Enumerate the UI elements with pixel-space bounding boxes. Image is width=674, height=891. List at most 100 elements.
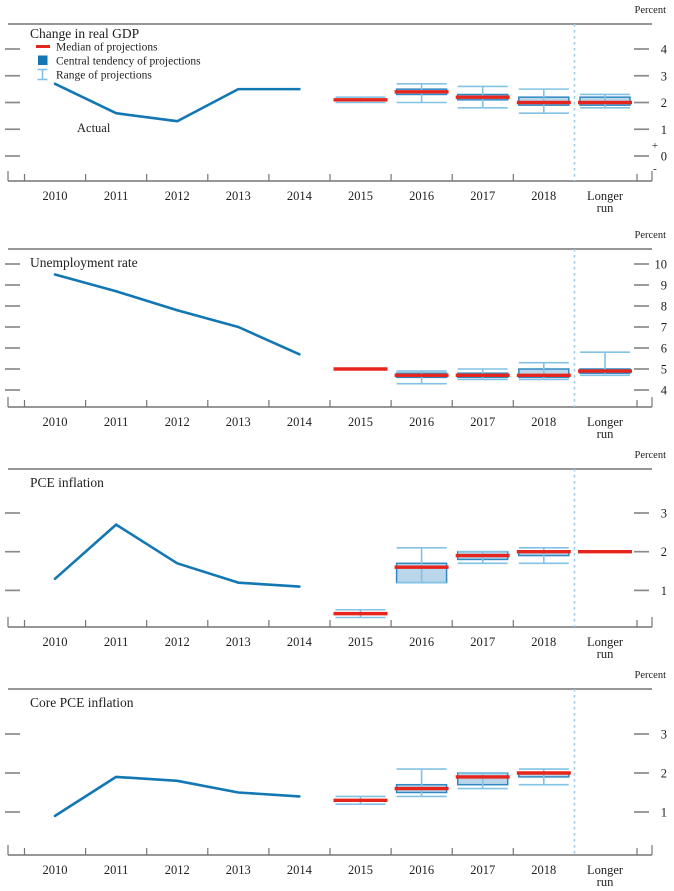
panel-pce-inflation: 3 2 1 Percent 2010 2011 2012 2013 2014 2015 2016 20… (0, 444, 674, 664)
year-label: 2018 (531, 415, 556, 429)
projection-longer-run (578, 351, 632, 377)
longer-run-label: run (597, 647, 614, 661)
y-tick-label: 3 (661, 507, 667, 521)
year-label: 2018 (531, 189, 556, 203)
longer-run-label: run (597, 427, 614, 441)
y-tick-label: 1 (661, 123, 667, 137)
y-tick-label: 3 (661, 728, 667, 742)
legend-central-tendency-label: Central tendency of projections (56, 56, 201, 68)
y-tick-label: 2 (661, 96, 667, 110)
projection-2018 (516, 88, 571, 114)
y-tick-label: 7 (661, 321, 667, 335)
year-label: 2011 (104, 415, 129, 429)
actual-label: Actual (77, 121, 111, 135)
year-label: 2010 (43, 415, 68, 429)
year-label: 2011 (104, 189, 129, 203)
longer-run-label: run (597, 201, 614, 215)
legend-range-label: Range of projections (56, 70, 152, 82)
year-label: 2013 (226, 189, 251, 203)
y-tick-label: 0 (661, 150, 667, 164)
panel-title: PCE inflation (30, 475, 104, 490)
projection-2015 (333, 608, 388, 619)
year-label: 2013 (226, 415, 251, 429)
projection-2015 (333, 795, 388, 805)
year-label: 2015 (348, 189, 373, 203)
year-label: 2012 (165, 189, 190, 203)
year-label: 2010 (43, 635, 68, 649)
y-tick-label: 2 (661, 767, 667, 781)
y-tick-label: 3 (661, 69, 667, 83)
legend-median-label: Median of projections (56, 42, 158, 54)
actual-line (53, 273, 301, 356)
panel-change-in-real-gdp: 4 3 2 1 0 Percent + - 2010 2011 2012 2013 2014 2015 20… (0, 0, 674, 224)
y-tick-label: 6 (661, 342, 667, 356)
projection-longer-run (578, 93, 632, 109)
year-label: 2010 (43, 863, 68, 877)
core-pce-inflation-chart: 3 2 1 Percent 2010 2011 2012 2013 2014 2015 2016 20… (5, 670, 667, 889)
year-label: 2016 (409, 189, 434, 203)
year-label: 2014 (287, 189, 313, 203)
actual-line (53, 82, 301, 123)
y-tick-label: 8 (661, 300, 667, 314)
plus-sign: + (652, 140, 658, 152)
percent-label: Percent (635, 450, 667, 461)
year-label: 2011 (104, 863, 129, 877)
year-label: 2017 (470, 415, 495, 429)
longer-run-label: run (597, 875, 614, 889)
panel-title: Change in real GDP (30, 26, 139, 41)
percent-label: Percent (635, 670, 667, 681)
year-label: 2013 (226, 863, 251, 877)
y-tick-label: 5 (661, 363, 667, 377)
year-label: 2017 (470, 863, 495, 877)
year-label: 2012 (165, 635, 190, 649)
longer-run-label: Longer (587, 635, 624, 649)
year-label: 2014 (287, 415, 313, 429)
year-label: 2015 (348, 415, 373, 429)
pce-inflation-chart: 3 2 1 Percent 2010 2011 2012 2013 2014 2015 2016 20… (5, 450, 667, 661)
year-label: 2016 (409, 415, 434, 429)
year-label: 2017 (470, 189, 495, 203)
year-label: 2014 (287, 863, 313, 877)
y-tick-label: 9 (661, 279, 667, 293)
year-label: 2018 (531, 863, 556, 877)
projection-2016 (394, 768, 449, 798)
y-tick-label: 2 (661, 545, 667, 559)
panel-title: Unemployment rate (30, 255, 138, 270)
y-tick-label: 1 (661, 584, 667, 598)
year-label: 2016 (409, 863, 434, 877)
actual-line (53, 523, 301, 588)
year-label: 2017 (470, 635, 495, 649)
projection-2015 (333, 96, 388, 104)
year-label: 2018 (531, 635, 556, 649)
y-tick-label: 10 (655, 258, 668, 272)
projection-2016 (394, 82, 449, 104)
projection-2016 (394, 370, 449, 385)
projection-2016 (394, 547, 449, 584)
year-label: 2012 (165, 863, 190, 877)
projection-2017 (455, 85, 510, 109)
gdp-chart: 4 3 2 1 0 Percent + - 2010 2011 2012 2013 2014 2015 20… (5, 5, 668, 215)
projection-2017 (455, 772, 510, 790)
legend-range-swatch (37, 68, 48, 81)
legend: Median of projections Central tendency of… (36, 42, 201, 82)
year-label: 2016 (409, 635, 434, 649)
y-tick-label: 1 (661, 806, 667, 820)
projection-2018 (516, 361, 571, 381)
projection-2017 (455, 368, 510, 381)
projection-2017 (455, 550, 510, 565)
year-label: 2013 (226, 635, 251, 649)
actual-line (53, 775, 301, 818)
percent-label: Percent (635, 230, 667, 241)
year-label: 2015 (348, 635, 373, 649)
year-label: 2011 (104, 635, 129, 649)
panel-core-pce-inflation: 3 2 1 Percent 2010 2011 2012 2013 2014 2015 2016 20… (0, 664, 674, 891)
y-tick-label: 4 (661, 43, 668, 57)
percent-label: Percent (635, 5, 667, 16)
y-tick-label: 4 (661, 384, 668, 398)
longer-run-label: Longer (587, 415, 624, 429)
projection-2018 (516, 768, 571, 786)
legend-central-tendency-swatch (38, 55, 48, 65)
year-label: 2010 (43, 189, 68, 203)
year-label: 2014 (287, 635, 313, 649)
